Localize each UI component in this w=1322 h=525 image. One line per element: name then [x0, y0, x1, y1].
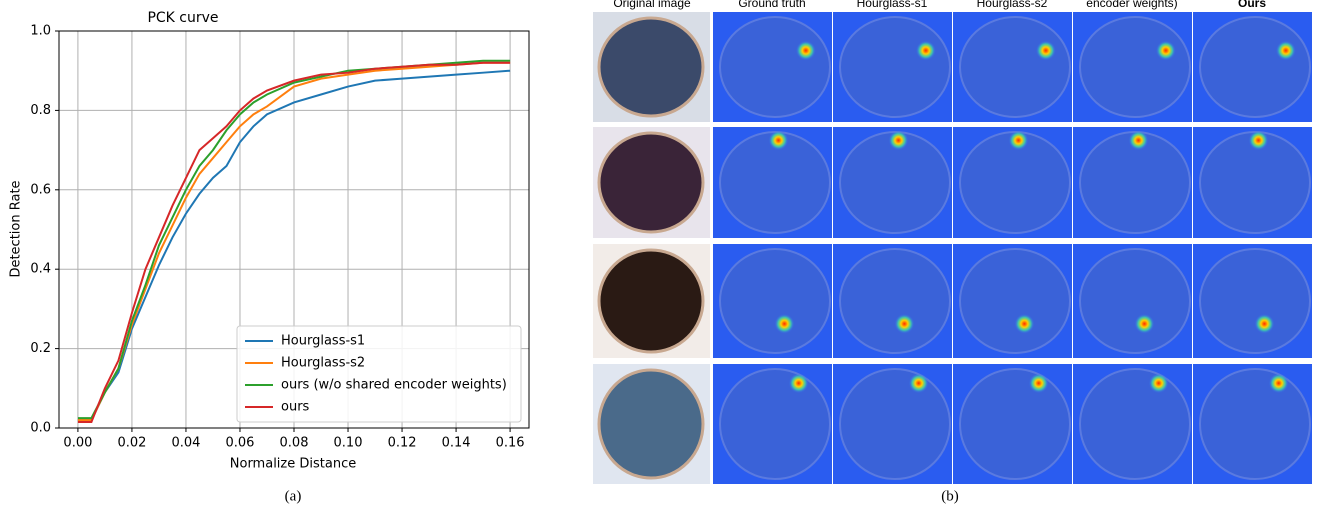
heatmap-spot: [774, 314, 794, 334]
heatmap-spot: [916, 41, 936, 61]
x-axis-label: Normalize Distance: [230, 457, 356, 472]
y-tick-label: 0.0: [30, 421, 51, 436]
organ: [840, 17, 950, 117]
organ: [1080, 17, 1190, 117]
column-header: Original image: [613, 0, 691, 10]
x-tick-label: 0.08: [280, 436, 309, 451]
legend-label: ours: [281, 400, 310, 415]
y-tick-label: 0.6: [30, 182, 51, 197]
caption: (a): [285, 488, 302, 504]
organ: [599, 133, 703, 232]
organ: [599, 370, 703, 478]
organ: [1080, 249, 1190, 353]
heatmap-spot: [894, 314, 914, 334]
heatmap-spot: [1014, 314, 1034, 334]
heatmap-spot: [1008, 130, 1028, 150]
heatmap-spot: [1276, 41, 1296, 61]
column-header: Hourglass-s1: [857, 0, 928, 10]
x-tick-label: 0.02: [117, 436, 146, 451]
organ: [720, 17, 830, 117]
organ: [960, 17, 1070, 117]
caption: (b): [941, 488, 959, 504]
x-tick-label: 0.00: [63, 436, 92, 451]
column-header: Ours: [1238, 0, 1266, 10]
organ: [840, 369, 950, 479]
y-tick-label: 1.0: [30, 24, 51, 39]
heatmap-spot: [909, 373, 929, 393]
x-tick-label: 0.06: [226, 436, 255, 451]
legend-box: [237, 326, 521, 422]
heatmap-spot: [888, 130, 908, 150]
organ: [1200, 17, 1310, 117]
organ: [1080, 369, 1190, 479]
organ: [599, 18, 703, 116]
organ: [960, 249, 1070, 353]
legend-label: Hourglass-s2: [281, 356, 365, 371]
column-header: Ground truth: [738, 0, 805, 10]
figure: PCK curve Normalize Distance Detection R…: [0, 0, 1322, 525]
legend-label: Hourglass-s1: [281, 334, 365, 349]
heatmap-spot: [1248, 130, 1268, 150]
x-tick-label: 0.12: [388, 436, 417, 451]
heatmap-spot: [1036, 41, 1056, 61]
organ: [1200, 369, 1310, 479]
organ: [840, 249, 950, 353]
organ: [960, 369, 1070, 479]
heatmap-spot: [1156, 41, 1176, 61]
organ: [1200, 249, 1310, 353]
x-tick-label: 0.14: [442, 436, 471, 451]
heatmap-spot: [1029, 373, 1049, 393]
y-tick-label: 0.8: [30, 103, 51, 118]
organ: [720, 249, 830, 353]
x-tick-label: 0.10: [334, 436, 363, 451]
y-tick-label: 0.4: [30, 262, 51, 277]
heatmap-spot: [1149, 373, 1169, 393]
column-header: encoder weights): [1086, 0, 1177, 10]
x-tick-label: 0.04: [171, 436, 200, 451]
y-axis-label: Detection Rate: [9, 180, 24, 277]
y-tick-label: 0.2: [30, 341, 51, 356]
organ: [720, 369, 830, 479]
heatmap-spot: [1128, 130, 1148, 150]
heatmap-spot: [789, 373, 809, 393]
chart-title: PCK curve: [147, 10, 218, 26]
x-tick-label: 0.16: [496, 436, 525, 451]
heatmap-spot: [768, 130, 788, 150]
heatmap-spot: [1254, 314, 1274, 334]
organ: [599, 250, 703, 352]
column-header: Hourglass-s2: [977, 0, 1048, 10]
heatmap-spot: [796, 41, 816, 61]
legend-label: ours (w/o shared encoder weights): [281, 378, 507, 393]
heatmap-spot: [1269, 373, 1289, 393]
heatmap-spot: [1134, 314, 1154, 334]
